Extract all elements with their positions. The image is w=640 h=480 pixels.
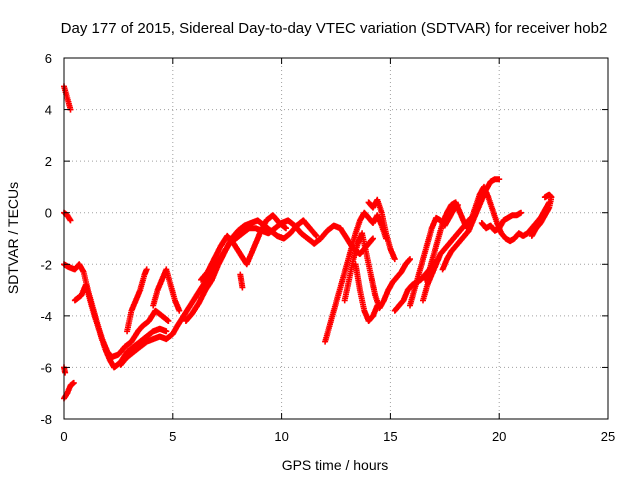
series-arc-w [478, 209, 524, 234]
chart-title: Day 177 of 2015, Sidereal Day-to-day VTE… [61, 20, 608, 37]
plus-markers [71, 281, 172, 361]
plus-markers [322, 209, 389, 345]
y-tick-label: 0 [45, 206, 52, 221]
plus-markers [150, 266, 183, 314]
series-arc-b [61, 209, 74, 224]
x-tick-label: 25 [601, 429, 615, 444]
y-tick-label: -2 [40, 257, 52, 272]
series-arc-h [150, 266, 183, 314]
y-tick-label: -4 [40, 309, 52, 324]
y-tick-label: 4 [45, 103, 52, 118]
plus-markers [478, 209, 524, 234]
plus-markers [61, 379, 77, 402]
x-tick-label: 10 [274, 429, 288, 444]
data-marks [61, 83, 555, 402]
series-arc-t [422, 199, 472, 283]
series-arc-l [237, 271, 246, 291]
y-tick-label: 2 [45, 154, 52, 169]
series-arc-m [322, 209, 389, 345]
plus-markers [198, 212, 289, 283]
plus-markers [124, 266, 150, 335]
series-arc-o [352, 261, 381, 324]
series-arc-g [124, 266, 150, 335]
plus-markers [61, 83, 74, 113]
y-tick-label: 6 [45, 51, 52, 66]
plus-markers [422, 199, 472, 283]
series-arc-a [61, 83, 74, 113]
x-tick-label: 15 [383, 429, 397, 444]
plus-markers [61, 209, 74, 224]
series-arc-f [61, 379, 77, 402]
axis-ticks: 0 5 10 15 20 25 -8 -6 -4 -2 0 2 4 6 [40, 51, 615, 444]
plus-markers [237, 271, 246, 291]
x-axis-label: GPS time / hours [282, 457, 389, 473]
series-arc-d [71, 281, 172, 361]
plot-frame [63, 57, 609, 420]
y-tick-label: -8 [40, 412, 52, 427]
series-arc-k [198, 212, 289, 283]
series-arc-n [341, 230, 413, 312]
series-arc-p [365, 196, 398, 263]
plus-markers [352, 261, 381, 324]
plus-markers [341, 230, 413, 312]
grid [64, 58, 608, 419]
series-arc-e [61, 364, 69, 376]
x-tick-label: 20 [492, 429, 506, 444]
x-tick-label: 0 [60, 429, 67, 444]
y-tick-label: -6 [40, 360, 52, 375]
plus-markers [365, 196, 398, 263]
series-arc-x [528, 191, 555, 239]
plus-markers [61, 364, 69, 376]
y-axis-label: SDTVAR / TECUs [5, 182, 21, 294]
x-tick-label: 5 [169, 429, 176, 444]
plus-markers [528, 191, 555, 239]
